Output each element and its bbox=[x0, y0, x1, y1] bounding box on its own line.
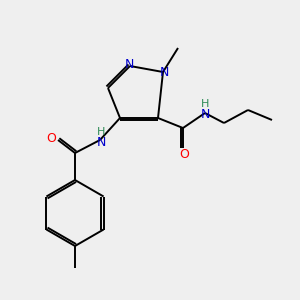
Text: N: N bbox=[96, 136, 106, 148]
Text: H: H bbox=[97, 127, 105, 137]
Text: H: H bbox=[201, 99, 209, 109]
Text: N: N bbox=[200, 107, 210, 121]
Text: N: N bbox=[159, 65, 169, 79]
Text: N: N bbox=[124, 58, 134, 71]
Text: O: O bbox=[46, 131, 56, 145]
Text: O: O bbox=[179, 148, 189, 161]
